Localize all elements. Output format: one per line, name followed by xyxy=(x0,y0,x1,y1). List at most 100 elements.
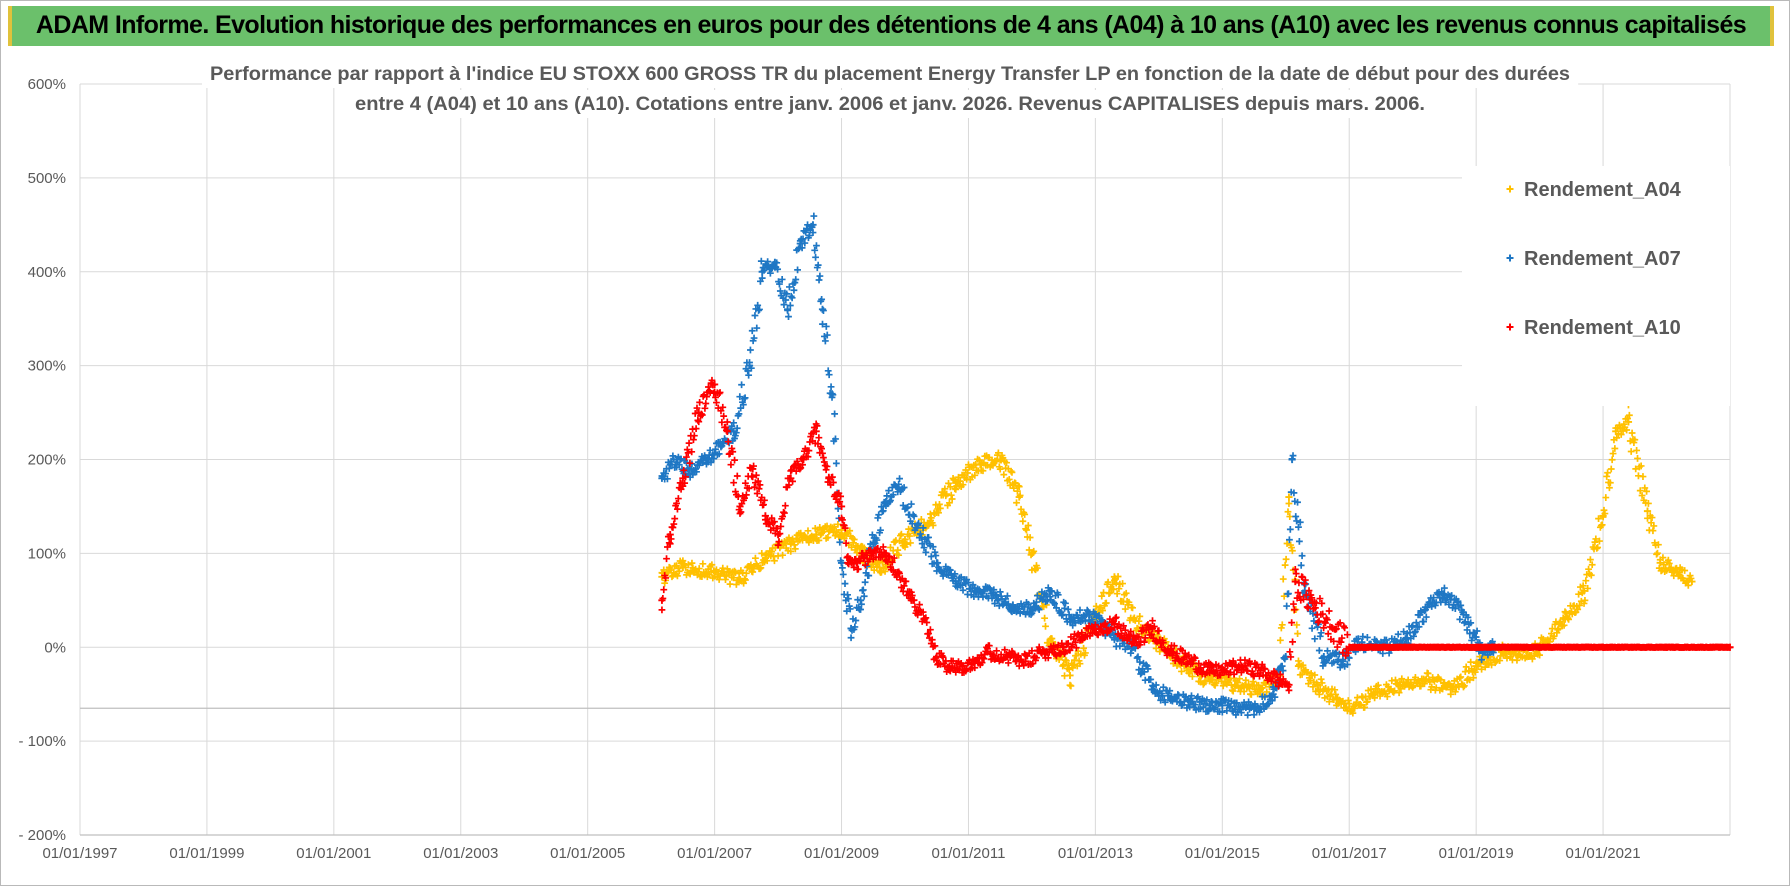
x-tick-label: 01/01/2021 xyxy=(1566,845,1641,862)
data-point xyxy=(1047,587,1055,595)
data-point xyxy=(666,531,674,539)
data-point xyxy=(914,521,922,529)
data-point xyxy=(1237,662,1245,670)
data-point xyxy=(771,258,779,266)
data-point xyxy=(1726,643,1734,651)
data-point xyxy=(1288,455,1296,464)
data-point xyxy=(856,596,865,604)
data-point xyxy=(1688,577,1696,586)
data-point xyxy=(1291,577,1299,586)
chart-legend: Rendement_A04 Rendement_A07 Rendement_A10 xyxy=(1462,166,1730,406)
data-point xyxy=(1148,685,1157,694)
axes: 600%500%400%300%200%100%0%- 100%- 200%01… xyxy=(18,76,1730,862)
data-point xyxy=(977,460,985,468)
data-point xyxy=(1110,573,1119,581)
data-point xyxy=(1186,698,1195,706)
data-point xyxy=(1599,643,1607,651)
data-point xyxy=(1612,427,1620,435)
data-point xyxy=(952,577,960,586)
data-point xyxy=(945,662,954,670)
y-tick-label: - 100% xyxy=(18,733,66,750)
data-point xyxy=(758,268,766,276)
report-banner: ADAM Informe. Evolution historique des p… xyxy=(8,6,1774,46)
data-point xyxy=(958,662,966,670)
legend-marker xyxy=(1506,323,1514,331)
data-point xyxy=(895,484,903,492)
data-point xyxy=(1009,601,1017,609)
data-point xyxy=(812,531,820,539)
data-point xyxy=(774,531,782,539)
data-point xyxy=(1167,648,1176,656)
x-tick-label: 01/01/2019 xyxy=(1439,845,1514,862)
x-tick-label: 01/01/2013 xyxy=(1058,845,1133,862)
x-tick-label: 01/01/2001 xyxy=(296,845,371,862)
data-point xyxy=(1536,643,1544,651)
data-point xyxy=(844,559,852,567)
data-point xyxy=(1218,701,1226,710)
data-point xyxy=(717,441,725,450)
data-point xyxy=(1472,643,1480,651)
data-point xyxy=(1472,662,1480,670)
data-point xyxy=(736,502,744,511)
data-point xyxy=(658,474,666,482)
data-point xyxy=(745,362,754,370)
data-point xyxy=(1066,671,1074,680)
data-point xyxy=(1148,624,1157,633)
data-point xyxy=(1447,685,1455,694)
data-point xyxy=(730,427,738,435)
data-point xyxy=(1028,606,1036,614)
data-point xyxy=(787,540,795,548)
data-point xyxy=(837,559,846,567)
data-point xyxy=(749,465,757,473)
data-point xyxy=(1085,610,1093,618)
chart-title-line: Performance par rapport à l'indice EU ST… xyxy=(210,63,1570,85)
y-tick-label: 300% xyxy=(28,358,66,375)
data-point xyxy=(1402,634,1410,642)
data-point xyxy=(1002,653,1011,661)
data-point xyxy=(853,559,862,567)
data-point xyxy=(882,549,890,557)
y-tick-label: 400% xyxy=(28,264,66,281)
data-point xyxy=(1021,657,1030,665)
data-point xyxy=(1015,493,1023,501)
data-point xyxy=(983,648,992,656)
data-point xyxy=(971,587,979,595)
y-tick-label: - 200% xyxy=(18,827,66,844)
data-point xyxy=(1218,667,1226,675)
x-tick-label: 01/01/2003 xyxy=(423,845,498,862)
data-point xyxy=(952,479,960,487)
data-point xyxy=(1269,690,1277,698)
data-point xyxy=(869,549,877,557)
data-point xyxy=(869,540,877,548)
data-point xyxy=(812,427,820,435)
data-point xyxy=(1060,643,1068,651)
data-point xyxy=(1371,690,1379,698)
y-tick-label: 100% xyxy=(28,545,66,562)
data-point xyxy=(1231,705,1239,713)
data-point xyxy=(1599,512,1607,520)
data-point xyxy=(907,596,915,604)
y-tick-label: 200% xyxy=(28,452,66,469)
data-point xyxy=(679,563,687,572)
data-point xyxy=(1231,681,1239,689)
data-point xyxy=(1256,667,1264,675)
legend-marker xyxy=(1506,254,1514,262)
report-title: ADAM Informe. Evolution historique des p… xyxy=(35,11,1747,39)
x-tick-label: 01/01/2015 xyxy=(1185,845,1260,862)
data-point xyxy=(761,554,769,562)
data-point xyxy=(933,559,941,567)
data-point xyxy=(1624,418,1633,426)
data-point xyxy=(1396,681,1404,689)
data-point xyxy=(1313,681,1322,689)
data-point xyxy=(1662,643,1671,651)
data-point xyxy=(711,380,719,388)
data-point xyxy=(1206,667,1214,675)
chart-title-line: entre 4 (A04) et 10 ans (A10). Cotations… xyxy=(355,93,1425,115)
data-point xyxy=(1079,634,1087,642)
data-point xyxy=(837,502,846,511)
data-point xyxy=(895,568,903,576)
x-tick-label: 01/01/1997 xyxy=(42,845,117,862)
data-point xyxy=(971,657,979,665)
data-point xyxy=(1332,695,1341,703)
